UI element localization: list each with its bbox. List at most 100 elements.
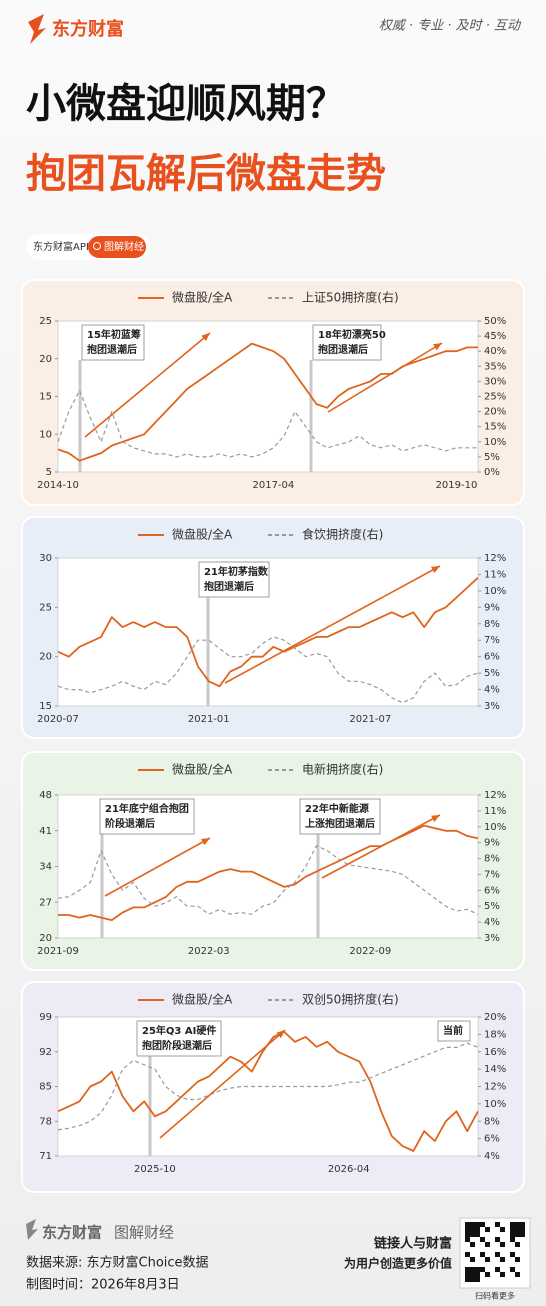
qr-cell bbox=[470, 1227, 475, 1232]
y-tick-label: 85 bbox=[39, 1082, 52, 1093]
qr-cell bbox=[465, 1237, 470, 1242]
qr-cell bbox=[520, 1222, 525, 1227]
series-line bbox=[57, 845, 479, 915]
y-tick-label: 30 bbox=[39, 553, 52, 564]
qr-cell bbox=[465, 1277, 470, 1282]
arrow-head bbox=[433, 343, 442, 351]
footer-slogan1: 链接人与财富 bbox=[373, 1236, 452, 1252]
qr-cell bbox=[470, 1272, 475, 1277]
series-line bbox=[57, 577, 479, 688]
y-tick-label: 25 bbox=[39, 316, 52, 327]
x-tick-label: 2026-04 bbox=[328, 1164, 370, 1175]
qr-cell bbox=[510, 1232, 515, 1237]
qr-cell bbox=[510, 1252, 515, 1257]
y2-tick-label: 15% bbox=[484, 422, 506, 433]
y-tick-label: 20 bbox=[39, 933, 52, 944]
qr-cell bbox=[465, 1252, 470, 1257]
legend-label: 微盘股/全A bbox=[172, 290, 233, 305]
series-line bbox=[58, 824, 479, 921]
series-line bbox=[57, 389, 478, 458]
x-tick-label: 2021-07 bbox=[349, 714, 391, 725]
y-tick-label: 15 bbox=[39, 392, 52, 403]
y-tick-label: 48 bbox=[39, 790, 52, 801]
y2-tick-label: 12% bbox=[484, 1082, 506, 1093]
y2-tick-label: 20% bbox=[484, 407, 506, 418]
qr-cell bbox=[500, 1227, 505, 1232]
arrow-head bbox=[201, 838, 210, 846]
y-tick-label: 20 bbox=[39, 354, 52, 365]
legend-label: 电新拥挤度(右) bbox=[302, 762, 383, 777]
annotation: 抱团阶段退潮后 bbox=[142, 1039, 212, 1052]
title-line2: 抱团瓦解后微盘走势 bbox=[26, 151, 386, 197]
annotation: 抱团退潮后 bbox=[318, 343, 368, 356]
qr-cell bbox=[475, 1272, 480, 1277]
legend-label: 上证50拥挤度(右) bbox=[302, 290, 399, 305]
qr-cell bbox=[470, 1267, 475, 1272]
annotation: 18年初漂亮50 bbox=[318, 328, 386, 341]
qr-cell bbox=[470, 1277, 475, 1282]
source: 数据来源: 东方财富Choice数据 bbox=[26, 1255, 209, 1271]
series-line bbox=[57, 636, 479, 704]
annotation-box bbox=[312, 324, 382, 361]
qr-caption: 扫码看更多 bbox=[475, 1291, 515, 1301]
annotation-box bbox=[198, 561, 270, 598]
y2-tick-label: 12% bbox=[484, 790, 506, 801]
x-tick-label: 2021-01 bbox=[188, 714, 230, 725]
y2-tick-label: 16% bbox=[484, 1047, 506, 1058]
y2-tick-label: 10% bbox=[484, 586, 506, 597]
qr-cell bbox=[470, 1232, 475, 1237]
qr-cell bbox=[495, 1222, 500, 1227]
y2-tick-label: 10% bbox=[484, 1099, 506, 1110]
qr-cell bbox=[520, 1232, 525, 1237]
column-pill bbox=[88, 236, 146, 258]
y2-tick-label: 7% bbox=[484, 635, 500, 646]
legend-label: 微盘股/全A bbox=[172, 527, 233, 542]
annotation-box bbox=[136, 1020, 222, 1057]
y2-tick-label: 0% bbox=[484, 467, 500, 478]
y2-tick-label: 9% bbox=[484, 602, 500, 613]
trend-arrow bbox=[159, 1029, 286, 1139]
arrow-head bbox=[431, 566, 440, 574]
qr-cell bbox=[500, 1257, 505, 1262]
annotation: 21年底宁组合抱团 bbox=[105, 802, 189, 815]
qr-cell bbox=[515, 1232, 520, 1237]
y2-tick-label: 10% bbox=[484, 437, 506, 448]
search-icon bbox=[93, 242, 101, 250]
annotation: 当前 bbox=[443, 1024, 463, 1037]
trend-arrow bbox=[224, 565, 441, 684]
event-band bbox=[100, 834, 104, 938]
qr-cell bbox=[495, 1252, 500, 1257]
x-tick-label: 2025-10 bbox=[134, 1164, 176, 1175]
y2-tick-label: 18% bbox=[484, 1029, 506, 1040]
annotation-box bbox=[299, 798, 381, 835]
y2-tick-label: 6% bbox=[484, 652, 500, 663]
charts: 5 10 15 20 25 0% 5% 10% 15% 20% 25% 30% 35% 40% 45% 50%… bbox=[21, 279, 525, 1193]
legend-label: 食饮拥挤度(右) bbox=[302, 527, 383, 542]
y2-tick-label: 8% bbox=[484, 619, 500, 630]
title-line1: 小微盘迎顺风期？ bbox=[26, 81, 346, 127]
qr-cell bbox=[470, 1242, 475, 1247]
legend-label: 微盘股/全A bbox=[172, 992, 233, 1007]
qr-cell bbox=[475, 1267, 480, 1272]
y2-tick-label: 3% bbox=[484, 933, 500, 944]
y2-tick-label: 25% bbox=[484, 392, 506, 403]
event-band bbox=[148, 1056, 152, 1156]
y-tick-label: 71 bbox=[39, 1151, 52, 1162]
qr-cell bbox=[470, 1222, 475, 1227]
x-tick-label: 2019-10 bbox=[436, 480, 478, 491]
qr-cell bbox=[470, 1257, 475, 1262]
qr-cell bbox=[475, 1277, 480, 1282]
y2-tick-label: 4% bbox=[484, 917, 500, 928]
y2-tick-label: 40% bbox=[484, 346, 506, 357]
qr-cell bbox=[475, 1232, 480, 1237]
y2-tick-label: 9% bbox=[484, 838, 500, 849]
footer-logo bbox=[26, 1219, 38, 1240]
qr-cell bbox=[475, 1222, 480, 1227]
y-tick-label: 41 bbox=[39, 826, 52, 837]
annotation: 阶段退潮后 bbox=[105, 817, 155, 830]
qr-cell bbox=[475, 1227, 480, 1232]
qr-cell bbox=[465, 1227, 470, 1232]
y2-tick-label: 50% bbox=[484, 316, 506, 327]
qr-cell bbox=[495, 1237, 500, 1242]
